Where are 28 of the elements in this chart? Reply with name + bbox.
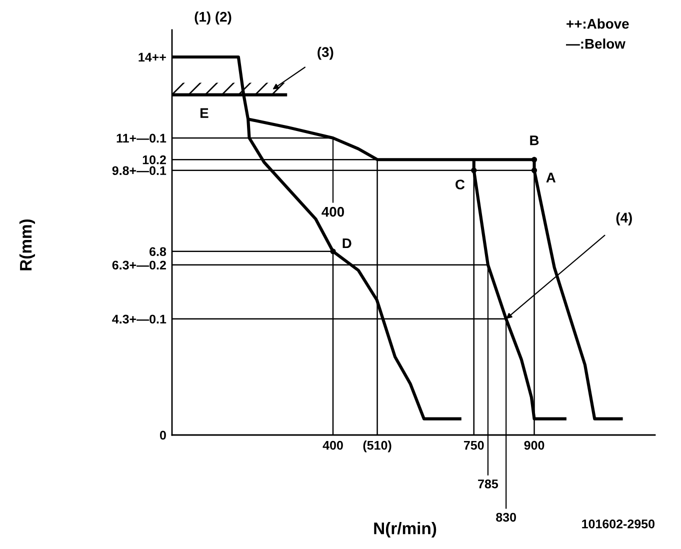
y-axis-title: R(mm): [19, 219, 35, 270]
text: ++:Above: [566, 18, 629, 29]
annotation: 400: [322, 206, 344, 217]
annotation: B: [530, 136, 539, 146]
y-tick-label: 10.2: [142, 155, 166, 164]
x-tick-label: 900: [524, 440, 544, 450]
y-tick-label: 6.8: [150, 247, 166, 256]
y-tick-label: 0: [160, 430, 166, 440]
y-tick-label: 14++: [138, 52, 166, 62]
annotation: D: [342, 238, 352, 248]
y-tick-label: 9.8+—0.1: [112, 166, 166, 176]
annotation: 830: [496, 512, 516, 522]
x-tick-label: (510): [363, 440, 392, 452]
annotation: A: [546, 172, 556, 182]
x-tick-label: 400: [322, 440, 343, 450]
y-tick-label: 6.3+—0.2: [112, 260, 166, 270]
annotation: C: [456, 180, 465, 190]
annotation: —:Below: [566, 38, 626, 49]
annotation: (4): [616, 212, 632, 226]
text: 101602-2950: [582, 520, 654, 528]
text: (1) (2): [194, 12, 232, 24]
annotation: 785: [478, 480, 498, 488]
y-tick-label: 11+—0.1: [116, 134, 166, 143]
x-axis-title: N(r/min): [374, 522, 436, 538]
annotation: (3): [318, 46, 334, 60]
annotation: E: [200, 108, 208, 118]
y-tick-label: 4.3+—0.1: [112, 314, 166, 324]
x-tick-label: 750: [464, 440, 484, 450]
